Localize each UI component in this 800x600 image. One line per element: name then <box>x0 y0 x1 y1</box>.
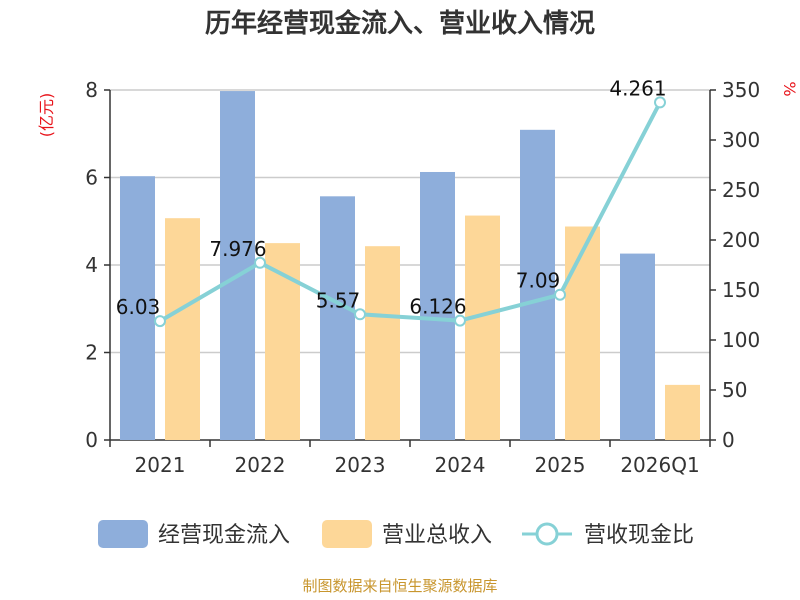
ratio-point <box>654 96 666 109</box>
right-tick-label: 0 <box>722 428 735 452</box>
legend-label-cash-inflow: 经营现金流入 <box>158 523 290 548</box>
chart-title: 历年经营现金流入、营业收入情况 <box>205 8 595 39</box>
right-tick-label: 250 <box>722 178 760 202</box>
ratio-point <box>354 308 366 321</box>
legend: 经营现金流入 营业总收入 营收现金比 <box>98 520 694 548</box>
x-tick-label: 2022 <box>235 453 286 477</box>
left-tick-label: 6 <box>85 166 98 190</box>
bar-cash-inflow <box>220 91 255 441</box>
left-tick-label: 2 <box>85 341 98 365</box>
right-tick-label: 200 <box>722 228 760 252</box>
legend-swatch-revenue <box>322 520 372 548</box>
right-tick-label: 100 <box>722 328 760 352</box>
source-note: 制图数据来自恒生聚源数据库 <box>302 577 497 595</box>
ratio-point <box>154 315 166 328</box>
bar-cash-inflow <box>320 196 355 440</box>
data-label-cash-inflow: 6.126 <box>409 295 466 319</box>
right-tick-label: 300 <box>722 128 760 152</box>
bar-revenue <box>365 246 400 440</box>
grid-lines <box>110 89 710 354</box>
bar-revenue <box>565 226 600 440</box>
x-tick-label: 2021 <box>135 453 186 477</box>
bar-revenue <box>465 215 500 440</box>
legend-swatch-cash-inflow <box>98 520 148 548</box>
x-tick-label: 2024 <box>435 453 486 477</box>
bar-cash-inflow <box>520 129 555 440</box>
right-axis-unit: % <box>780 81 799 96</box>
ratio-point <box>254 256 266 269</box>
bar-cash-inflow <box>120 176 155 440</box>
bar-revenue <box>665 384 700 440</box>
data-labels: 6.03 7.976 5.57 6.126 7.09 4.261 <box>116 76 667 319</box>
data-label-cash-inflow: 7.09 <box>516 269 561 293</box>
legend-label-ratio: 营收现金比 <box>584 523 694 548</box>
data-label-cash-inflow: 7.976 <box>209 237 266 261</box>
left-axis: 0 2 4 6 8 <box>85 78 111 452</box>
ratio-line <box>154 96 666 328</box>
left-tick-label: 8 <box>85 78 98 102</box>
left-tick-label: 4 <box>85 253 98 277</box>
bar-cash-inflow <box>620 253 655 440</box>
x-axis: 2021 2022 2023 2024 2025 2026Q1 <box>109 439 711 477</box>
right-axis: 0 50 100 150 200 250 300 350 <box>709 78 760 452</box>
x-tick-label: 2023 <box>335 453 386 477</box>
right-tick-label: 50 <box>722 378 747 402</box>
bars <box>120 91 700 441</box>
left-tick-label: 0 <box>85 428 98 452</box>
bar-revenue <box>165 218 200 440</box>
data-label-cash-inflow: 4.261 <box>609 76 666 100</box>
data-label-cash-inflow: 6.03 <box>116 295 161 319</box>
ratio-point <box>554 288 566 301</box>
x-tick-label: 2025 <box>535 453 586 477</box>
legend-swatch-ratio-marker <box>535 522 559 546</box>
left-axis-unit: (亿元) <box>37 93 56 138</box>
data-label-cash-inflow: 5.57 <box>316 288 361 312</box>
right-tick-label: 350 <box>722 78 760 102</box>
x-tick-label: 2026Q1 <box>620 453 699 477</box>
bar-cash-inflow <box>420 171 455 441</box>
right-tick-label: 150 <box>722 278 760 302</box>
ratio-point <box>454 314 466 327</box>
legend-label-revenue: 营业总收入 <box>382 523 492 548</box>
ratio-line-path <box>158 101 662 323</box>
